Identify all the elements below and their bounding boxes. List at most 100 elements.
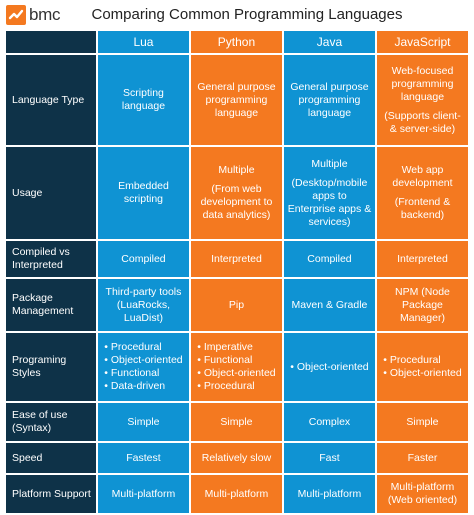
cell-line: Simple [127, 415, 160, 428]
bullet-list: Object-oriented [290, 361, 369, 374]
cell-text: Simple [220, 416, 252, 429]
table-cell: Complex [283, 403, 375, 441]
cell-line: development [392, 177, 453, 189]
row-header: Package Management [6, 279, 96, 331]
cell-line: Web app [401, 164, 444, 176]
cell-line: Compiled [307, 252, 352, 265]
cell-text: Embedded scripting [118, 180, 169, 206]
table-row: Package Management Third-party tools (LuaR… [6, 279, 468, 331]
column-header-python: Python [190, 31, 282, 53]
table-row: Platform Support Multi-platform Multi-plat… [6, 475, 468, 513]
table-cell: NPM (Node Package Manager) [376, 279, 468, 331]
table-cell: Simple [97, 403, 189, 441]
list-item: Procedural [197, 380, 275, 393]
cell-text: Interpreted [397, 253, 448, 266]
cell-line: (Supports client- [384, 109, 461, 122]
table-cell: Interpreted [190, 241, 282, 277]
table-cell: Multi-platform [97, 475, 189, 513]
cell-line: Interpreted [397, 252, 448, 265]
cell-line: (Frontend & [394, 196, 451, 208]
table-cell: Faster [376, 443, 468, 473]
table-cell: Multiple (From web development to data anal… [190, 147, 282, 239]
cell-text: General purpose programming language [197, 81, 275, 120]
page-header: bmc Comparing Common Programming Languag… [0, 0, 474, 30]
table-row: Language Type Scripting language General pu… [6, 55, 468, 145]
cell-text: Relatively slow [202, 452, 271, 465]
cell-line: Compiled [121, 252, 166, 265]
bmc-logo-icon [6, 5, 26, 25]
list-item: Procedural [104, 341, 182, 354]
cell-text: Multi-platform (Web oriented) [388, 481, 457, 507]
cell-line: Web-focused [391, 64, 454, 77]
table-cell: Multi-platform [190, 475, 282, 513]
table-cell: Multi-platform [283, 475, 375, 513]
table-cell: Third-party tools (LuaRocks, LuaDist) [97, 279, 189, 331]
cell-text: Multiple (From web development to data anal… [201, 164, 273, 222]
list-item: Imperative [197, 341, 275, 354]
list-item: Object-oriented [290, 361, 369, 374]
cell-line: programming [298, 93, 361, 106]
list-item: Functional [104, 367, 182, 380]
table-cell: Multi-platform (Web oriented) [376, 475, 468, 513]
cell-line: scripting [123, 193, 164, 205]
cell-line: data analytics) [202, 209, 271, 221]
list-item: Object-oriented [104, 354, 183, 367]
list-item: Data-driven [104, 380, 182, 393]
list-item: Object-oriented [197, 367, 276, 380]
list-item: Procedural [383, 354, 461, 367]
cell-line: Pip [228, 298, 245, 311]
cell-line: Scripting [123, 87, 164, 99]
cell-line: Multi-platform [297, 487, 362, 500]
cell-line: General purpose [290, 80, 369, 93]
table-cell: Object-oriented [283, 333, 375, 401]
list-item: Functional [197, 354, 275, 367]
table-cell: Web app development (Frontend & backend) [376, 147, 468, 239]
cell-line: Multiple [218, 164, 255, 176]
cell-line: Embedded [118, 180, 169, 192]
cell-line: language [307, 106, 352, 119]
cell-line: language [214, 106, 259, 119]
table-cell: General purpose programming language [283, 55, 375, 145]
cell-line: apps to [312, 189, 347, 202]
table-cell: Simple [376, 403, 468, 441]
cell-text: Pip [229, 299, 244, 312]
logo-text: bmc [29, 5, 61, 24]
table-cell: Web-focused programming language (Supports … [376, 55, 468, 145]
row-header: Compiled vs Interpreted [6, 241, 96, 277]
cell-text: Interpreted [211, 253, 262, 266]
cell-line: Manager) [400, 311, 445, 324]
cell-line: (LuaRocks, [116, 298, 171, 311]
cell-line: Relatively slow [201, 451, 272, 464]
bullet-list: ImperativeFunctionalObject-orientedProce… [197, 341, 276, 393]
cell-text: Web app development (Frontend & backend) [392, 164, 452, 222]
cell-line: Fast [319, 451, 340, 464]
table-row: Compiled vs Interpreted Compiled Interpret… [6, 241, 468, 277]
cell-line: services) [308, 215, 351, 228]
cell-line: programming [205, 93, 268, 106]
table-cell: Compiled [283, 241, 375, 277]
column-header-javascript: JavaScript [376, 31, 468, 53]
cell-line: language [121, 100, 166, 112]
bullet-list: ProceduralObject-oriented [383, 354, 462, 380]
table-cell: ImperativeFunctionalObject-orientedProce… [190, 333, 282, 401]
cell-line: Multi-platform [111, 487, 176, 500]
table-cell: Multiple (Desktop/mobile apps to Enterprise… [283, 147, 375, 239]
cell-line: (From web [211, 183, 262, 195]
cell-text: Web-focused programming language (Supports … [384, 65, 460, 136]
cell-text: Simple [406, 416, 438, 429]
cell-text: Scripting language [122, 87, 165, 113]
cell-line: LuaDist) [123, 311, 164, 324]
cell-line: Multi-platform [204, 487, 269, 500]
comparison-table: Lua Python Java JavaScript Language Type… [4, 29, 470, 515]
cell-line: Multi-platform [390, 481, 455, 493]
corner-cell [6, 31, 96, 53]
cell-line: Multiple [311, 157, 348, 170]
cell-text: Multi-platform [298, 488, 362, 501]
list-item: Object-oriented [383, 367, 462, 380]
cell-text: Complex [309, 416, 350, 429]
cell-line: & server-side) [389, 122, 456, 135]
cell-text: Multi-platform [112, 488, 176, 501]
table-row: Ease of use (Syntax) Simple Simple Complex S… [6, 403, 468, 441]
cell-line: Package [402, 298, 443, 311]
cell-line: development to [200, 196, 273, 208]
